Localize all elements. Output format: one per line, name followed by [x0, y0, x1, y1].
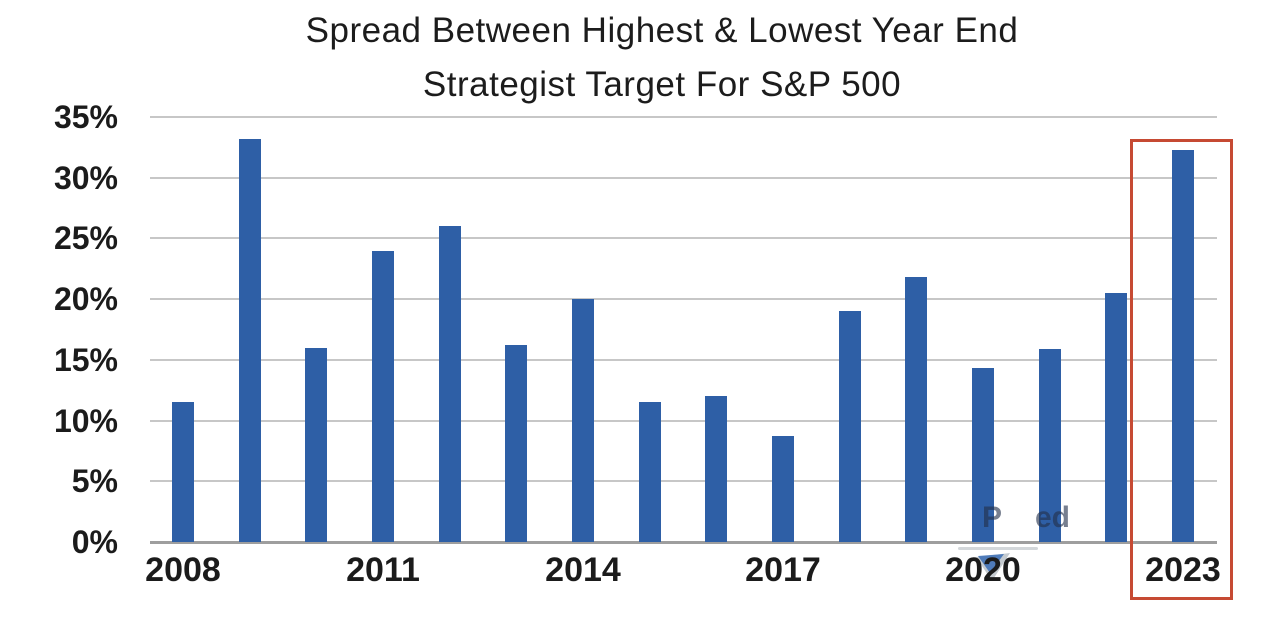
- y-axis-label-35%: 35%: [53, 99, 118, 135]
- chart-title: Spread Between Highest & Lowest Year End…: [162, 4, 1162, 112]
- y-axis-label-15%: 15%: [53, 341, 118, 378]
- x-axis-label-2008: 2008: [145, 551, 221, 589]
- bar-2021: [1038, 348, 1061, 542]
- blue-smudge-mark: [976, 553, 1010, 581]
- x-axis-label-2023: 2023: [1145, 551, 1221, 589]
- bar-2015: [638, 402, 661, 542]
- bar-2009: [238, 138, 261, 542]
- watermark-fragment: ed: [1035, 501, 1071, 534]
- bar-2023: [1172, 149, 1194, 542]
- x-axis-label-2011: 2011: [346, 551, 420, 589]
- x-axis-label-2014: 2014: [545, 551, 621, 589]
- gridline-0%: [150, 541, 1217, 544]
- gridline-5%: [150, 480, 1217, 483]
- x-axis-label-2017: 2017: [745, 551, 821, 589]
- chart-title-line-2: Strategist Target For S&P 500: [422, 65, 902, 104]
- y-axis-label-10%: 10%: [53, 402, 118, 439]
- bar-2017: [772, 436, 794, 542]
- bar-2018: [838, 311, 861, 542]
- highlight-box-2023: [1130, 139, 1233, 600]
- chart-title-line-1: Spread Between Highest & Lowest Year End: [305, 11, 1019, 50]
- y-axis-label-5%: 5%: [71, 463, 118, 500]
- bar-2014: [572, 299, 594, 542]
- y-axis-label-30%: 30%: [53, 159, 118, 196]
- bar-2020: [972, 368, 994, 542]
- bar-2010: [305, 347, 328, 542]
- x-axis-label-2020: 2020: [945, 551, 1021, 589]
- bar-2011: [372, 250, 394, 542]
- plot-area: [150, 116, 1217, 544]
- bar-2013: [505, 345, 528, 542]
- bar-2022: [1105, 293, 1128, 542]
- y-axis-label-20%: 20%: [53, 281, 118, 318]
- watermark-fragment: P: [982, 501, 1003, 534]
- watermark-underline: [958, 547, 1038, 550]
- gridline-15%: [150, 358, 1217, 361]
- bar-2019: [905, 277, 928, 542]
- gridline-25%: [150, 237, 1217, 240]
- gridline-30%: [150, 176, 1217, 179]
- y-axis-label-25%: 25%: [53, 220, 118, 257]
- gridline-35%: [150, 116, 1217, 118]
- gridline-10%: [150, 419, 1217, 422]
- y-axis-label-0%: 0%: [71, 524, 118, 560]
- gridline-20%: [150, 298, 1217, 301]
- bar-2016: [705, 396, 728, 542]
- bar-2008: [172, 402, 194, 542]
- bar-2012: [438, 226, 461, 542]
